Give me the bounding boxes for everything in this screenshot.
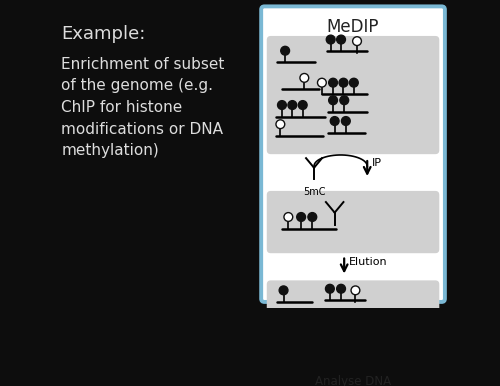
Circle shape (339, 78, 348, 87)
Circle shape (350, 78, 358, 87)
Circle shape (342, 117, 350, 125)
Circle shape (279, 286, 288, 295)
Text: 5mC: 5mC (303, 187, 326, 197)
Circle shape (281, 46, 289, 55)
Text: Elution: Elution (349, 257, 388, 267)
Circle shape (334, 342, 342, 350)
Circle shape (328, 96, 338, 105)
Circle shape (276, 342, 284, 350)
Circle shape (298, 342, 307, 350)
Circle shape (298, 101, 307, 109)
FancyBboxPatch shape (267, 280, 440, 376)
Circle shape (296, 213, 306, 222)
Circle shape (276, 120, 284, 129)
Text: Enrichment of subset
of the genome (e.g.
ChIP for histone
modifications or DNA
m: Enrichment of subset of the genome (e.g.… (62, 57, 225, 158)
Circle shape (330, 117, 339, 125)
Circle shape (308, 213, 316, 222)
Text: IP: IP (372, 158, 382, 168)
Circle shape (344, 342, 354, 350)
Circle shape (336, 284, 345, 293)
Circle shape (287, 342, 296, 350)
Circle shape (306, 315, 315, 323)
Circle shape (336, 35, 345, 44)
Circle shape (294, 315, 302, 323)
FancyBboxPatch shape (267, 191, 440, 253)
Circle shape (322, 342, 331, 350)
Text: Example:: Example: (62, 25, 146, 43)
Circle shape (288, 101, 296, 109)
Circle shape (284, 213, 292, 222)
Circle shape (300, 73, 308, 82)
Text: Analyse DNA: Analyse DNA (315, 376, 391, 386)
FancyBboxPatch shape (261, 7, 445, 302)
Circle shape (340, 96, 348, 105)
Circle shape (326, 284, 334, 293)
Text: MeDIP: MeDIP (327, 18, 380, 36)
Circle shape (328, 78, 338, 87)
Circle shape (351, 286, 360, 295)
Circle shape (318, 78, 326, 87)
Circle shape (326, 35, 335, 44)
Circle shape (278, 101, 286, 109)
Circle shape (352, 37, 362, 46)
FancyBboxPatch shape (267, 36, 440, 154)
